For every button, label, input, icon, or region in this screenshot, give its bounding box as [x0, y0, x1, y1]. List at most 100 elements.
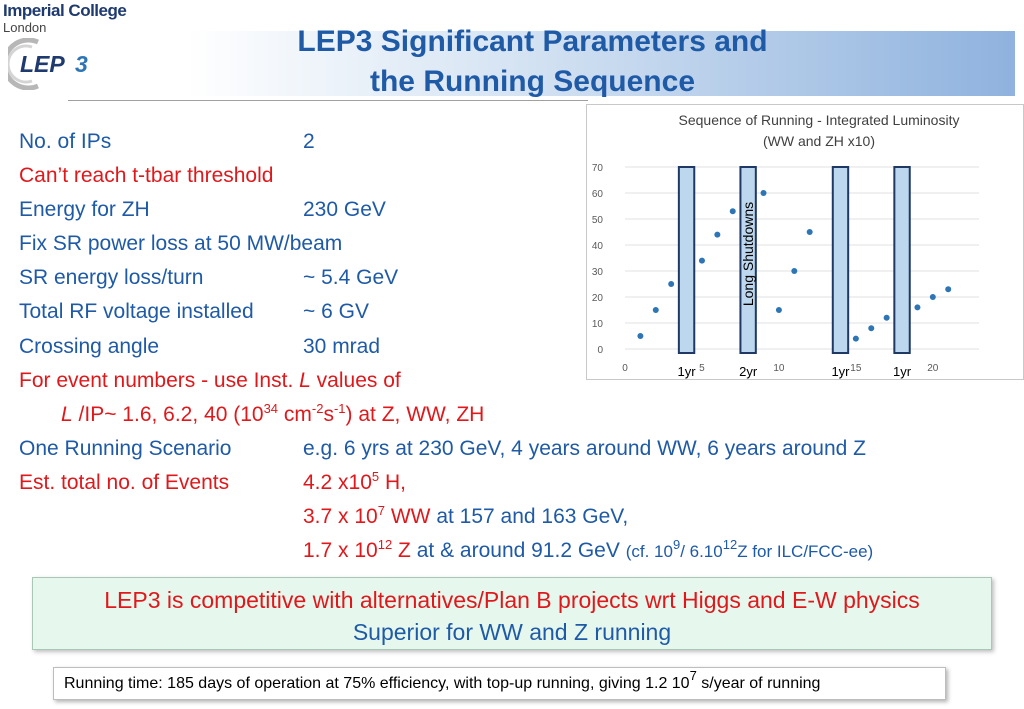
param-value-ips: 2 — [303, 130, 315, 153]
chart-y-tick-label: 60 — [592, 189, 604, 200]
chart-point — [914, 304, 921, 311]
events-z-energy: at & around 91.2 GeV — [416, 539, 620, 562]
param-label-crossing: Crossing angle — [19, 335, 160, 358]
chart-x-tick-label: 10 — [773, 363, 785, 374]
title-line-1: LEP3 Significant Parameters and — [297, 25, 768, 58]
param-label-rf-voltage: Total RF voltage installed — [19, 300, 254, 323]
chart-shutdown-label: 1yr — [831, 364, 850, 379]
chart-shutdown-label: 2yr — [739, 364, 758, 379]
callout-line-2: Superior for WW and Z running — [352, 619, 672, 645]
chart-title: Sequence of Running - Integrated Luminos… — [679, 112, 960, 128]
chart-point — [760, 190, 767, 196]
chart-shutdown-label: 1yr — [893, 364, 912, 379]
param-value-energy: 230 GeV — [303, 198, 386, 221]
lumi-text-b: cm — [283, 403, 312, 426]
chart-x-tick-label: 15 — [850, 363, 862, 374]
lumi-text-a: /IP~ 1.6, 6.2, 40 (10 — [78, 403, 264, 426]
footnote-exp: 7 — [689, 668, 697, 683]
chart-point — [852, 335, 859, 342]
summary-callout: LEP3 is competitive with alternatives/Pl… — [32, 577, 992, 650]
chart-point — [945, 286, 952, 293]
title-line-2: the Running Sequence — [369, 65, 696, 98]
param-value-rf-voltage: ~ 6 GV — [303, 300, 369, 323]
events-ww: 3.7 x 107 WW at 157 and 163 GeV, — [303, 504, 628, 530]
chart-y-tick-label: 10 — [592, 319, 604, 330]
param-value-sr-loss: ~ 5.4 GeV — [303, 266, 399, 289]
param-ttbar-note: Can’t reach t-tbar threshold — [19, 164, 274, 187]
chart-point — [806, 229, 813, 235]
chart-point — [775, 307, 782, 313]
chart-point — [868, 325, 875, 332]
logo-lep-text: LEP — [20, 51, 65, 77]
chart-point — [698, 257, 705, 264]
chart-point — [637, 333, 644, 339]
chart-x-tick-label: 5 — [699, 363, 705, 374]
chart-shutdown-bar — [677, 166, 696, 354]
institution-logo-text: Imperial College — [3, 1, 127, 20]
chart-point — [668, 281, 675, 287]
events-z: 1.7 x 10 12 Z at & around 91.2 GeV (cf. 1… — [303, 538, 873, 565]
chart-y-tick-label: 20 — [592, 293, 604, 304]
institution-city: London — [3, 20, 47, 35]
events-higgs: 4.2 x105 H, — [303, 470, 406, 496]
chart-shutdown-bar — [739, 166, 757, 354]
chart-x-tick-label: 0 — [622, 363, 628, 374]
chart-points — [637, 190, 952, 342]
event-intro-tail: values of — [316, 369, 401, 392]
chart-point — [714, 231, 721, 238]
events-h-exp: 5 — [371, 469, 380, 484]
chart-subtitle: (WW and ZH x10) — [763, 133, 875, 149]
chart-shutdown-label: 1yr — [678, 364, 697, 379]
callout-line-1: LEP3 is competitive with alternatives/Pl… — [104, 587, 920, 613]
footnote-text-a: Running time: 185 days of operation at 7… — [64, 675, 690, 692]
param-label-ips: No. of IPs — [19, 130, 112, 153]
param-label-sr-loss: SR energy loss/turn — [19, 266, 204, 289]
cf-c: Z for ILC/FCC-ee) — [737, 542, 874, 561]
cf-exp-1: 9 — [672, 537, 681, 552]
header-band — [95, 31, 1015, 96]
page-title: LEP3 Significant Parameters and the Runn… — [200, 22, 865, 102]
chart-x-ticks: 0 5 10 15 20 — [622, 363, 939, 374]
events-h-unit: H, — [384, 471, 406, 494]
lumi-text-d: ) at Z, WW, ZH — [345, 403, 485, 426]
logo-3-text: 3 — [75, 51, 88, 77]
long-shutdowns-label: Long Shutdowns — [740, 202, 756, 306]
event-intro-text: For event numbers - use Inst. — [19, 369, 294, 392]
chart-y-tick-label: 0 — [597, 345, 603, 356]
scenario-label: One Running Scenario — [19, 437, 232, 460]
chart-shutdown-bar — [831, 166, 850, 354]
chart-point — [791, 268, 798, 274]
events-comparison: (cf. 109/ 6.1012Z for ILC/FCC-ee) — [625, 538, 874, 561]
param-value-crossing: 30 mrad — [303, 335, 381, 358]
events-z-base: 1.7 x 10 — [303, 539, 378, 562]
chart-y-tick-label: 50 — [592, 215, 604, 226]
cf-exp-2: 12 — [722, 537, 738, 552]
chart-shutdown-bars — [677, 166, 911, 354]
param-sr-power: Fix SR power loss at 50 MW/beam — [19, 232, 343, 255]
running-time-note: Running time: 185 days of operation at 7… — [53, 667, 946, 700]
event-numbers-intro: For event numbers - use Inst. L values o… — [19, 368, 401, 394]
cf-b: / 6.10 — [680, 542, 723, 561]
luminosity-values: L /IP~ 1.6, 6.2, 40 (1034 cm-2s-1) at Z,… — [61, 402, 484, 428]
lumi-exp-2: -2 — [311, 401, 324, 416]
chart-y-tick-label: 40 — [592, 241, 604, 252]
header-divider — [68, 100, 588, 101]
events-ww-energy: at 157 and 163 GeV, — [436, 505, 629, 528]
chart-point — [652, 307, 659, 313]
events-ww-exp: 7 — [377, 503, 385, 518]
luminosity-symbol: L — [299, 369, 311, 392]
events-ww-unit: WW — [390, 505, 431, 528]
events-z-unit: Z — [398, 539, 411, 562]
chart-point — [729, 208, 736, 215]
chart-svg: Sequence of Running - Integrated Luminos… — [592, 112, 979, 379]
lumi-exp-1: 34 — [263, 401, 279, 416]
events-label: Est. total no. of Events — [19, 471, 230, 494]
lep3-logo: LEP 3 — [8, 38, 88, 90]
chart-y-tick-label: 30 — [592, 267, 604, 278]
lumi-text-c: s — [323, 403, 334, 426]
cf-a: (cf. 10 — [625, 542, 673, 561]
chart-shutdown-bar — [893, 166, 911, 354]
luminosity-chart: Sequence of Running - Integrated Luminos… — [586, 104, 1024, 380]
events-ww-base: 3.7 x 10 — [303, 505, 378, 528]
lumi-exp-3: -1 — [333, 401, 346, 416]
